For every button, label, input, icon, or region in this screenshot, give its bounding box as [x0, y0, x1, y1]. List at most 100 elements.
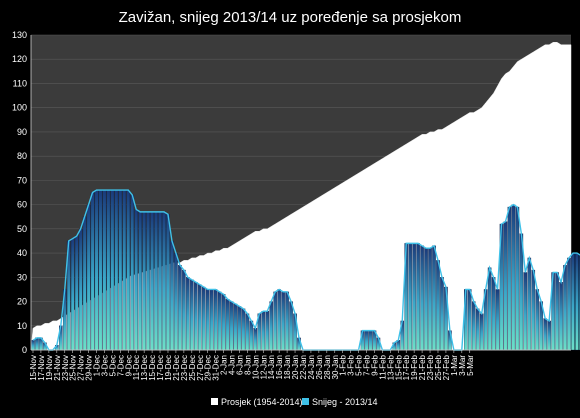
x-tick-label: 23-Nov: [61, 355, 70, 381]
snow-bar: [229, 301, 234, 351]
snow-bar: [225, 298, 230, 351]
snow-bar: [98, 189, 103, 351]
snow-bar: [35, 337, 39, 351]
x-tick-label: 13-Feb: [386, 354, 395, 380]
snow-bar: [527, 257, 532, 351]
x-tick-label: 6-Jan: [235, 355, 244, 375]
y-tick-label: 90: [17, 127, 27, 137]
x-tick-label: 5-Dec: [108, 355, 117, 376]
snow-bar: [368, 330, 373, 351]
x-tick-label: 27-Dec: [196, 355, 205, 381]
x-tick-label: 10-Jan: [251, 355, 260, 379]
x-tick-label: 5-Mar: [466, 355, 475, 376]
snow-bar: [273, 291, 277, 351]
snow-bar: [440, 277, 444, 351]
snow-bar: [190, 279, 194, 351]
x-tick-label: 17-Feb: [402, 354, 411, 380]
x-tick-label: 19-Nov: [45, 355, 54, 381]
snow-bar: [535, 289, 540, 351]
x-tick-label: 25-Dec: [188, 355, 197, 381]
snow-bar: [503, 221, 508, 351]
x-tick-label: 5-Feb: [355, 354, 364, 375]
snow-bar: [233, 303, 238, 351]
x-tick-label: 28-Jan: [323, 355, 332, 379]
snow-bar: [90, 192, 95, 351]
legend: Prosjek (1954-2014) Snijeg - 2013/14: [211, 397, 378, 407]
snow-bar: [31, 340, 35, 351]
x-tick-label: 26-Jan: [315, 355, 324, 379]
legend-swatch-snow: [302, 398, 309, 405]
x-tick-label: 22-Jan: [299, 355, 308, 379]
snow-bar: [571, 252, 575, 351]
snow-bar: [420, 245, 424, 351]
x-tick-label: 7-Feb: [363, 354, 372, 375]
snow-bar: [142, 211, 146, 351]
x-tick-label: 8-Jan: [243, 355, 252, 375]
snow-bar: [507, 206, 512, 351]
snow-bar: [471, 301, 476, 351]
snow-bar: [245, 313, 250, 351]
snow-bar: [118, 189, 123, 351]
snow-bar: [201, 286, 206, 351]
x-axis: 15-Nov17-Nov19-Nov21-Nov23-Nov25-Nov27-N…: [29, 349, 571, 381]
snow-bar: [134, 209, 138, 351]
x-tick-label: 24-Jan: [307, 355, 316, 379]
x-tick-label: 23-Dec: [180, 355, 189, 381]
snow-bar: [150, 211, 154, 351]
x-tick-label: 12-Jan: [259, 355, 268, 379]
x-tick-label: 21-Dec: [172, 355, 181, 381]
x-tick-label: 23-Feb: [426, 354, 435, 380]
x-tick-label: 29-Dec: [204, 355, 213, 381]
snow-bar: [491, 277, 496, 351]
x-tick-label: 17-Nov: [37, 355, 46, 381]
snow-bar: [531, 269, 536, 351]
snow-bar: [281, 291, 285, 351]
snow-bar: [424, 248, 428, 351]
y-tick-label: 110: [13, 78, 27, 88]
snow-bar: [162, 211, 166, 351]
x-tick-label: 29-Nov: [85, 355, 94, 381]
x-tick-label: 19-Dec: [164, 355, 173, 381]
x-tick-label: 27-Feb: [442, 354, 451, 380]
snow-bar: [416, 243, 420, 351]
x-tick-label: 17-Dec: [156, 355, 165, 381]
snow-bar: [467, 289, 472, 351]
snow-bar: [555, 272, 559, 351]
x-tick-label: 15-Nov: [29, 355, 38, 381]
snow-bar: [364, 330, 369, 351]
snow-bar: [249, 320, 254, 351]
snow-bar: [102, 189, 107, 351]
snow-bar: [174, 252, 178, 351]
snow-bar: [221, 294, 226, 351]
legend-label-snow: Snijeg - 2013/14: [312, 397, 378, 407]
snow-bar: [412, 243, 416, 351]
snow-bar: [106, 189, 111, 351]
snow-bar: [86, 204, 91, 351]
x-tick-label: 7-Dec: [116, 355, 125, 376]
legend-swatch-average: [211, 398, 218, 405]
y-axis: 0 10 20 30 40 50 60 70 80 90 100 110 120 130: [12, 30, 32, 355]
snow-bar: [126, 189, 131, 351]
x-tick-label: 15-Feb: [394, 354, 403, 380]
snow-bar: [543, 318, 547, 351]
snow-bar: [563, 265, 567, 351]
snow-bar: [253, 328, 258, 351]
snow-bar: [475, 308, 480, 351]
snow-bar: [523, 272, 528, 351]
snow-bar: [487, 267, 492, 351]
x-tick-label: 27-Nov: [77, 355, 86, 381]
x-tick-label: 21-Feb: [418, 354, 427, 380]
snow-bar: [114, 189, 119, 351]
snow-bar: [209, 289, 214, 351]
snow-bar: [213, 289, 218, 351]
snow-bar: [146, 211, 150, 351]
y-tick-label: 40: [17, 248, 27, 258]
snow-bar: [547, 320, 551, 351]
snow-bar: [193, 281, 198, 351]
x-tick-label: 1-Feb: [339, 354, 348, 375]
snow-bar: [575, 252, 579, 351]
y-tick-label: 50: [17, 224, 27, 234]
snow-bar: [170, 240, 174, 351]
y-tick-label: 100: [12, 103, 27, 113]
